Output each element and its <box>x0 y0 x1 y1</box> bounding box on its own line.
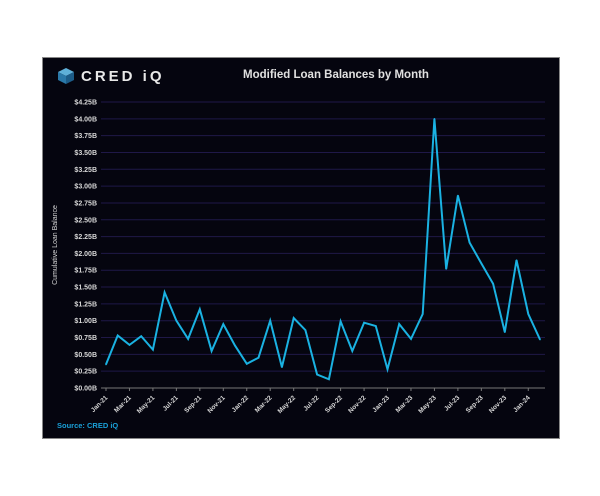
y-tick-label: $2.00B <box>74 251 97 258</box>
data-point <box>492 282 494 285</box>
y-tick-label: $0.50B <box>74 352 97 359</box>
y-tick-label: $2.25B <box>74 234 97 241</box>
x-tick-label: Jul-22 <box>302 394 321 413</box>
data-point <box>386 368 389 370</box>
x-tick-label: Nov-22 <box>347 394 368 415</box>
cube-logo-icon <box>58 68 74 84</box>
data-point <box>504 331 506 333</box>
x-tick-label: Jan-23 <box>371 394 391 414</box>
y-tick-label: $2.75B <box>74 200 97 207</box>
data-point <box>281 366 283 368</box>
y-tick-label: $2.50B <box>74 217 97 224</box>
brand-name: CRED iQ <box>81 67 165 85</box>
data-point <box>140 335 142 337</box>
y-tick-label: $1.75B <box>74 268 97 275</box>
data-point <box>468 241 471 244</box>
data-point <box>152 348 154 351</box>
x-tick-label: Nov-23 <box>488 394 509 415</box>
data-point <box>410 338 412 340</box>
data-point <box>515 259 518 261</box>
data-point <box>316 373 318 376</box>
chart-title: Modified Loan Balances by Month <box>243 69 429 81</box>
line-chart: $0.00B $0.25B $0.50B $0.75B $1.00B $1.25B $1.5… <box>52 100 545 415</box>
data-point <box>304 329 307 331</box>
y-tick-label: $4.00B <box>74 116 97 123</box>
logo: CRED iQ <box>57 67 165 85</box>
x-tick-label: Sep-21 <box>183 394 203 414</box>
source-note: Source: CRED iQ <box>57 421 119 430</box>
x-tick-label: Jul-21 <box>162 394 181 413</box>
y-tick-label: $3.00B <box>74 184 97 191</box>
data-point <box>257 356 260 359</box>
data-point <box>328 378 330 381</box>
x-tick-label: Jan-22 <box>231 394 251 414</box>
data-point <box>105 363 107 366</box>
y-tick-label: $0.25B <box>74 369 97 376</box>
data-point <box>539 338 541 341</box>
data-point <box>433 118 436 120</box>
y-tick-label: $1.25B <box>74 301 97 308</box>
data-point <box>234 344 236 347</box>
data-point <box>210 350 213 352</box>
data-point <box>175 319 178 322</box>
x-tick-label: Mar-23 <box>395 394 415 414</box>
x-tick-label: May-21 <box>136 394 157 415</box>
y-tick-label: $3.75B <box>74 133 97 140</box>
data-point <box>527 313 530 315</box>
y-tick-label: $1.50B <box>74 285 97 292</box>
data-point <box>245 362 248 365</box>
x-tick-label: May-22 <box>277 394 298 415</box>
series-line <box>105 118 541 381</box>
y-axis-label: Cumulative Loan Balance <box>52 205 59 285</box>
data-point <box>269 319 272 322</box>
data-point <box>445 268 447 270</box>
data-point <box>351 350 354 352</box>
x-tick-label: Sep-23 <box>465 394 485 414</box>
data-point <box>163 291 166 294</box>
data-point <box>339 320 342 323</box>
data-point <box>398 323 401 325</box>
data-point <box>363 321 365 324</box>
data-point <box>457 194 459 197</box>
y-tick-label: $1.00B <box>74 318 97 325</box>
chart-panel: CRED iQ Modified Loan Balances by Month … <box>42 57 560 439</box>
y-tick-label: $3.25B <box>74 167 97 174</box>
data-point <box>222 323 225 325</box>
x-tick-label: Jan-24 <box>512 394 532 414</box>
data-point <box>128 344 131 346</box>
x-tick-label: Sep-22 <box>324 394 344 414</box>
data-point <box>480 262 483 265</box>
data-point <box>199 308 201 311</box>
data-point <box>374 325 377 327</box>
data-point <box>116 334 119 337</box>
x-tick-label: Mar-21 <box>113 394 133 414</box>
x-tick-label: Jul-23 <box>443 394 462 413</box>
y-tick-label: $4.25B <box>74 100 97 107</box>
y-tick-label: $0.00B <box>74 386 97 393</box>
y-tick-label: $3.50B <box>74 150 97 157</box>
y-tick-label: $0.75B <box>74 335 97 342</box>
data-point <box>187 338 189 340</box>
x-tick-label: May-23 <box>417 394 438 415</box>
x-tick-label: Jan-21 <box>90 394 110 414</box>
data-point <box>421 313 424 315</box>
data-point <box>292 317 295 319</box>
x-tick-label: Nov-21 <box>206 394 227 415</box>
x-tick-label: Mar-22 <box>254 394 274 414</box>
